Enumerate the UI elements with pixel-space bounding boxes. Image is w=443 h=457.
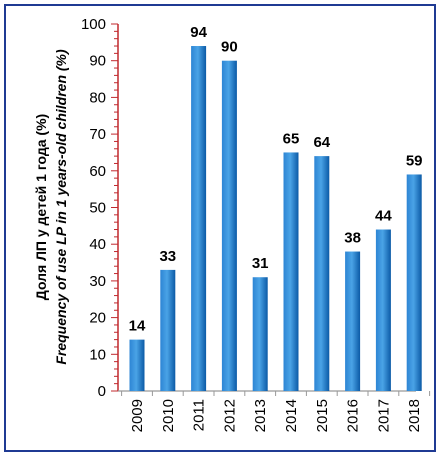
y-tick-label: 30 — [89, 273, 106, 290]
data-label-2017: 44 — [375, 208, 392, 225]
data-label-2011: 94 — [190, 24, 207, 41]
data-label-2014: 65 — [283, 130, 300, 147]
y-tick-label: 10 — [89, 346, 106, 363]
data-label-2010: 33 — [159, 248, 176, 265]
y-axis-title: Доля ЛП у детей 1 года (%) Frequency of … — [33, 49, 69, 365]
x-tick-label-2014: 2014 — [283, 399, 300, 432]
x-tick-label-2017: 2017 — [375, 399, 392, 432]
data-label-2016: 38 — [344, 230, 361, 247]
y-axis-label-ru: Доля ЛП у детей 1 года (%) — [33, 114, 49, 300]
data-label-2015: 64 — [313, 134, 330, 151]
bar-2012 — [221, 60, 237, 391]
bars — [129, 46, 422, 392]
data-label-2009: 14 — [129, 318, 146, 335]
bar-2011 — [191, 46, 207, 392]
x-tick-label-2009: 2009 — [129, 399, 146, 432]
y-tick-label: 90 — [89, 53, 106, 70]
data-label-2013: 31 — [252, 255, 269, 272]
y-tick-label: 60 — [89, 163, 106, 180]
x-tick-label-2013: 2013 — [252, 399, 269, 432]
x-tick-label-2012: 2012 — [221, 399, 238, 432]
data-labels: 14 33 94 90 31 65 64 38 44 59 — [129, 24, 423, 335]
y-tick-label: 20 — [89, 310, 106, 327]
x-tick-label-2018: 2018 — [406, 399, 423, 432]
y-tick-label: 40 — [89, 236, 106, 253]
y-tick-label: 70 — [89, 126, 106, 143]
x-tick-label-2016: 2016 — [345, 399, 362, 432]
y-tick-label: 0 — [98, 383, 106, 400]
bar-2016 — [345, 251, 361, 391]
bar-2014 — [283, 152, 299, 391]
x-tick-labels: 2009 2010 2011 2012 2013 2014 2015 2016 2017 2018 — [129, 399, 423, 432]
x-tick-label-2015: 2015 — [314, 399, 331, 432]
bar-2017 — [375, 229, 391, 391]
y-tick-labels: 0 10 20 30 40 50 60 70 80 90 100 — [81, 16, 106, 400]
y-tick-label: 80 — [89, 89, 106, 106]
bar-2013 — [252, 277, 268, 391]
bar-2009 — [129, 339, 145, 391]
x-tick-label-2010: 2010 — [160, 399, 177, 432]
chart-frame — [4, 4, 436, 452]
x-tick-label-2011: 2011 — [191, 399, 208, 431]
y-tick-label: 50 — [89, 200, 106, 217]
data-label-2018: 59 — [406, 152, 423, 169]
bar-2015 — [314, 156, 330, 391]
y-tick-label: 100 — [81, 16, 106, 33]
bar-2018 — [406, 174, 422, 391]
y-axis-label-en: Frequency of use LP in 1 years-old child… — [53, 49, 69, 365]
data-label-2012: 90 — [221, 39, 238, 56]
bar-2010 — [160, 269, 176, 391]
